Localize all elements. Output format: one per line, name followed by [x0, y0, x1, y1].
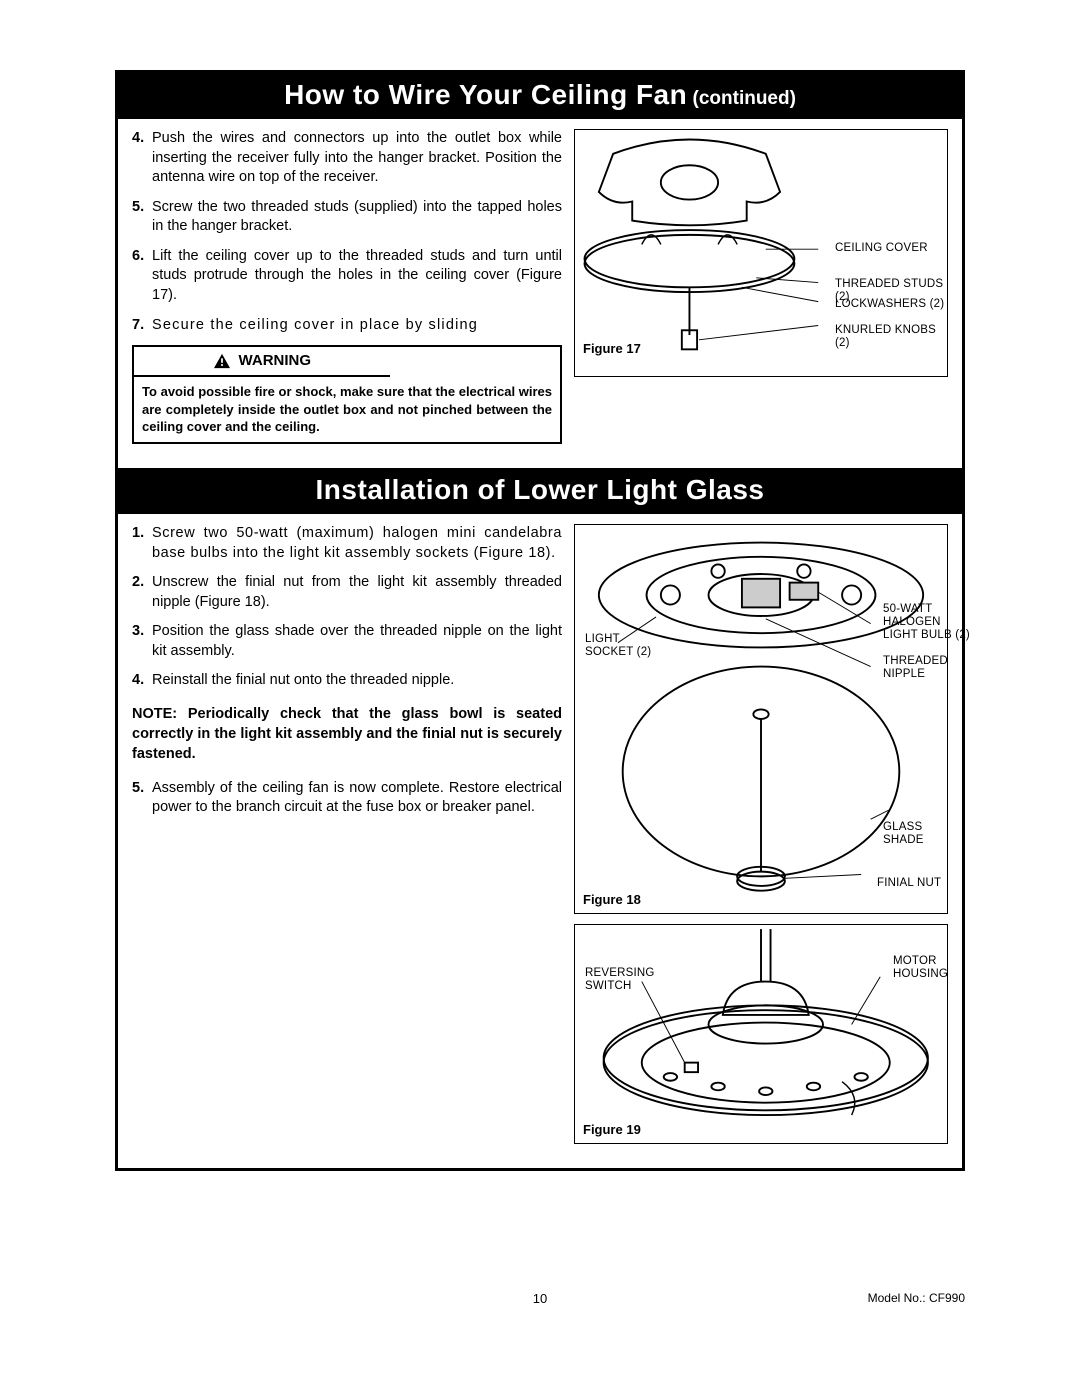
- callout-light-socket: LIGHT SOCKET (2): [585, 633, 651, 659]
- section1-text-column: 4. Push the wires and connectors up into …: [132, 129, 562, 444]
- note-text: NOTE: Periodically check that the glass …: [132, 705, 562, 764]
- callout-motor-housing: MOTOR HOUSING: [893, 955, 948, 981]
- step-text: Unscrew the finial nut from the light ki…: [152, 574, 562, 610]
- section2-title: Installation of Lower Light Glass: [316, 474, 765, 505]
- step-number: 5.: [132, 198, 144, 218]
- figure-19: REVERSING SWITCH MOTOR HOUSING Figure 19: [574, 924, 948, 1144]
- callout-lockwashers: LOCKWASHERS (2): [835, 298, 944, 311]
- step-item: 7. Secure the ceiling cover in place by s…: [132, 316, 562, 336]
- step-text: Position the glass shade over the thread…: [152, 623, 562, 659]
- callout-threaded-nipple: THREADED NIPPLE: [883, 655, 948, 681]
- step-item: 2. Unscrew the finial nut from the light …: [132, 573, 562, 612]
- step-text: Lift the ceiling cover up to the threade…: [152, 248, 562, 303]
- section1-body: 4. Push the wires and connectors up into …: [118, 119, 962, 468]
- figure-17-label: Figure 17: [583, 341, 641, 356]
- callout-halogen-bulb: 50-WATT HALOGEN LIGHT BULB (2): [883, 603, 970, 643]
- step-text: Secure the ceiling cover in place by sli…: [152, 317, 478, 333]
- step-text: Push the wires and connectors up into th…: [152, 130, 562, 185]
- warning-box: WARNING To avoid possible fire or shock,…: [132, 345, 562, 444]
- step-item: 4. Reinstall the finial nut onto the thre…: [132, 671, 562, 691]
- step-number: 2.: [132, 573, 144, 593]
- step-number: 3.: [132, 622, 144, 642]
- figure-19-art: [575, 925, 947, 1143]
- section2-steps: 1. Screw two 50-watt (maximum) halogen mi…: [132, 524, 562, 691]
- callout-ceiling-cover: CEILING COVER: [835, 242, 928, 255]
- section1-banner: How to Wire Your Ceiling Fan (continued): [118, 73, 962, 119]
- warning-triangle-icon: [213, 353, 231, 369]
- page-footer: 10 Model No.: CF990: [115, 1291, 965, 1311]
- step-item: 5. Screw the two threaded studs (supplied…: [132, 198, 562, 237]
- manual-page: How to Wire Your Ceiling Fan (continued)…: [0, 0, 1080, 1371]
- callout-glass-shade: GLASS SHADE: [883, 821, 947, 847]
- figure-18: LIGHT SOCKET (2) 50-WATT HALOGEN LIGHT B…: [574, 524, 948, 914]
- callout-knurled-knobs: KNURLED KNOBS (2): [835, 324, 947, 350]
- page-frame: How to Wire Your Ceiling Fan (continued)…: [115, 70, 965, 1171]
- step-item: 3. Position the glass shade over the thre…: [132, 622, 562, 661]
- step-number: 5.: [132, 779, 144, 799]
- warning-header: WARNING: [134, 347, 390, 377]
- step-text: Screw two 50-watt (maximum) halogen mini…: [152, 525, 562, 561]
- step-number: 1.: [132, 524, 144, 544]
- section1-title: How to Wire Your Ceiling Fan: [284, 79, 687, 110]
- figure-17: CEILING COVER THREADED STUDS (2) LOCKWAS…: [574, 129, 948, 377]
- step-text: Screw the two threaded studs (supplied) …: [152, 199, 562, 235]
- step-item: 5. Assembly of the ceiling fan is now com…: [132, 779, 562, 818]
- section1-figure-column: CEILING COVER THREADED STUDS (2) LOCKWAS…: [574, 129, 948, 444]
- step-item: 1. Screw two 50-watt (maximum) halogen mi…: [132, 524, 562, 563]
- section2-banner: Installation of Lower Light Glass: [118, 468, 962, 514]
- section2-figure-column: LIGHT SOCKET (2) 50-WATT HALOGEN LIGHT B…: [574, 524, 948, 1144]
- step-item: 4. Push the wires and connectors up into …: [132, 129, 562, 188]
- step-number: 4.: [132, 671, 144, 691]
- section2-text-column: 1. Screw two 50-watt (maximum) halogen mi…: [132, 524, 562, 1144]
- page-number: 10: [533, 1291, 547, 1306]
- step-number: 7.: [132, 316, 144, 336]
- callout-finial-nut: FINIAL NUT: [877, 877, 941, 890]
- step-text: Reinstall the finial nut onto the thread…: [152, 672, 454, 688]
- model-number: Model No.: CF990: [868, 1291, 965, 1305]
- step-item: 6. Lift the ceiling cover up to the threa…: [132, 247, 562, 306]
- section2-body: 1. Screw two 50-watt (maximum) halogen mi…: [118, 514, 962, 1168]
- figure-18-label: Figure 18: [583, 892, 641, 907]
- warning-text: To avoid possible fire or shock, make su…: [134, 377, 560, 442]
- figure-18-art: [575, 525, 947, 913]
- callout-reversing-switch: REVERSING SWITCH: [585, 967, 655, 993]
- figure-19-label: Figure 19: [583, 1122, 641, 1137]
- section2-steps-cont: 5. Assembly of the ceiling fan is now com…: [132, 779, 562, 818]
- warning-label: WARNING: [239, 351, 312, 371]
- step-number: 4.: [132, 129, 144, 149]
- step-text: Assembly of the ceiling fan is now compl…: [152, 780, 562, 816]
- section1-subtitle: (continued): [687, 88, 796, 109]
- section1-steps: 4. Push the wires and connectors up into …: [132, 129, 562, 335]
- step-number: 6.: [132, 247, 144, 267]
